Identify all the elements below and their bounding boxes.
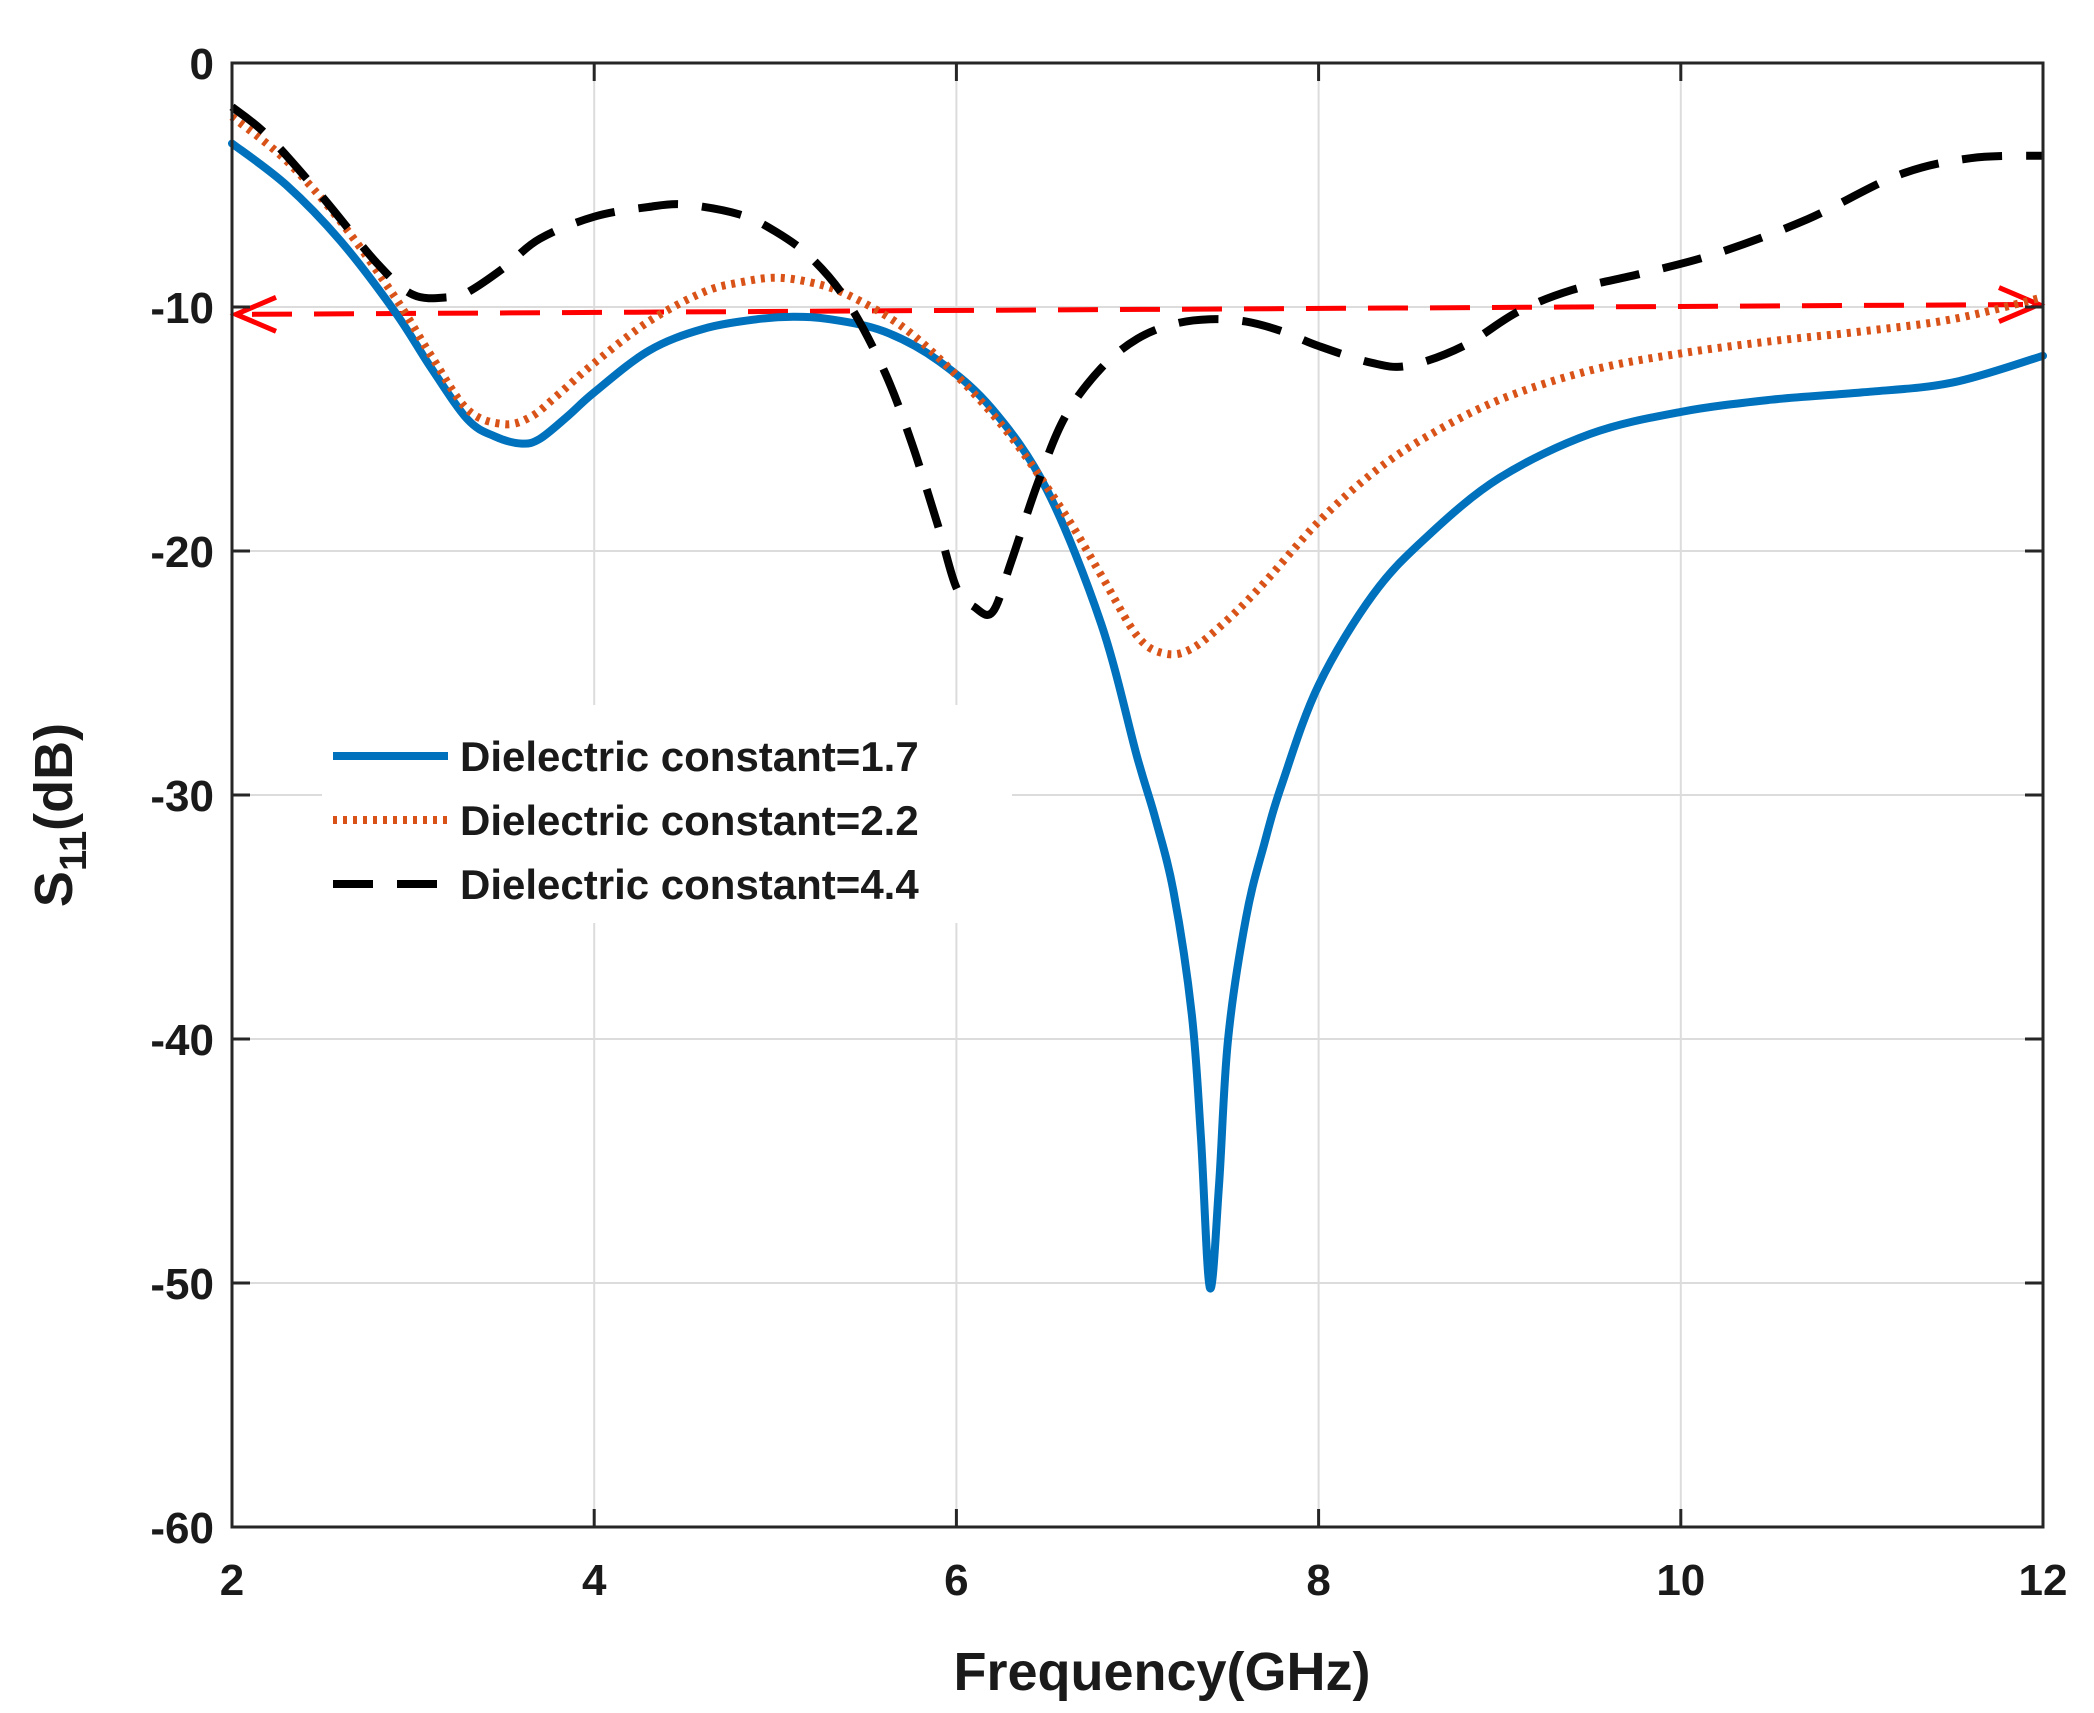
x-tick-label-10: 10 (1656, 1556, 1705, 1605)
x-axis-label: Frequency(GHz) (953, 1642, 1370, 1702)
series-line-4.4 (229, 103, 2044, 619)
legend-label-4.4: Dielectric constant=4.4 (460, 861, 919, 908)
y-axis-label-main: S (24, 871, 84, 907)
y-axis-label-unit: (dB) (24, 723, 84, 831)
y-tick-label--50: -50 (150, 1260, 214, 1309)
reference-arrow-right (1998, 285, 2046, 324)
series-line-1.7 (228, 139, 2047, 1293)
y-tick-label--40: -40 (150, 1016, 214, 1065)
x-tick-label-4: 4 (582, 1556, 607, 1605)
legend: Dielectric constant=1.7 Dielectric const… (322, 705, 1012, 923)
x-tick-label-6: 6 (944, 1556, 968, 1605)
y-tick-label--10: -10 (150, 284, 214, 333)
reference-arrow-left (229, 295, 277, 334)
y-axis-label: S11(dB) (24, 723, 95, 907)
y-tick-label--60: -60 (150, 1504, 214, 1553)
legend-label-1.7: Dielectric constant=1.7 (460, 733, 919, 780)
series-line-2.2 (229, 113, 2044, 659)
y-tick-label--30: -30 (150, 772, 214, 821)
svg-text:S11(dB): S11(dB) (24, 723, 95, 907)
x-tick-labels: 2 4 6 8 10 12 (220, 1556, 2068, 1605)
y-tick-label-0: 0 (190, 40, 214, 89)
x-tick-label-8: 8 (1306, 1556, 1330, 1605)
y-tick-label--20: -20 (150, 528, 214, 577)
ticks (230, 61, 2045, 1529)
series-group (228, 103, 2047, 1293)
y-axis-label-subscript: 11 (53, 831, 95, 871)
legend-label-2.2: Dielectric constant=2.2 (460, 797, 919, 844)
y-tick-labels: 0 -10 -20 -30 -40 -50 -60 (150, 40, 214, 1553)
reference-line (251, 302, 2024, 317)
x-tick-label-12: 12 (2019, 1556, 2068, 1605)
reference-line-group (229, 285, 2046, 334)
x-tick-label-2: 2 (220, 1556, 244, 1605)
